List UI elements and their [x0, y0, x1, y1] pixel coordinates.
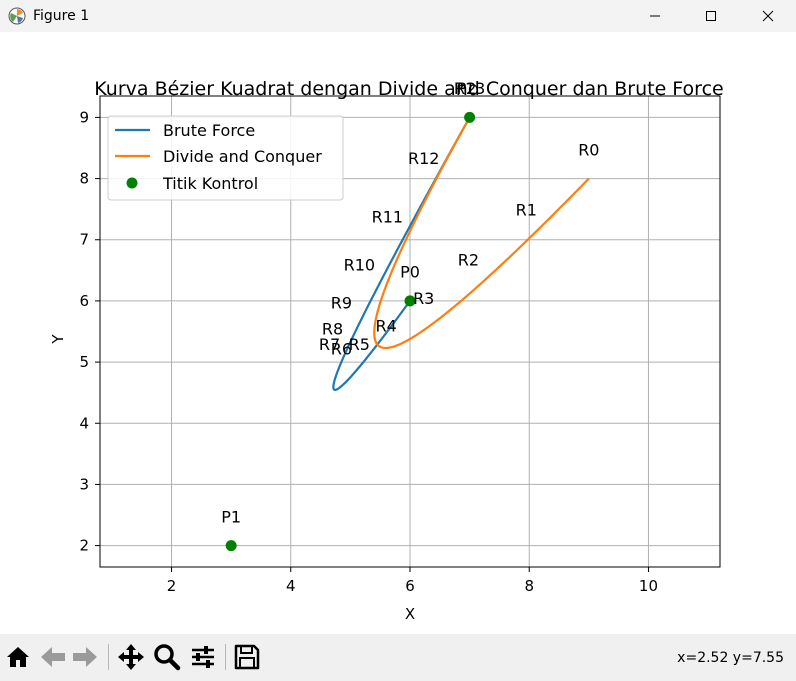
annotation-r1: R1	[516, 200, 537, 219]
annotation-p0: P0	[400, 263, 420, 282]
home-icon	[7, 647, 29, 667]
toolbar-separator	[108, 644, 109, 670]
y-tick-label: 6	[79, 292, 89, 310]
legend-swatch-titik-kontrol	[126, 177, 138, 189]
back-icon	[41, 647, 65, 667]
pan-button[interactable]	[116, 642, 146, 672]
x-tick-label: 6	[405, 577, 415, 595]
y-tick-label: 7	[79, 231, 89, 249]
x-axis-label: X	[405, 605, 415, 623]
maximize-icon	[706, 11, 716, 21]
annotation-r6: R6	[331, 340, 352, 359]
x-tick-label: 8	[524, 577, 534, 595]
annotation-r5: R5	[349, 335, 370, 354]
control-point	[464, 111, 476, 123]
control-point	[404, 295, 416, 307]
figure-canvas[interactable]: R0 R1 R2 R3 R4 R5 R6 R7 R8 R9 R10 R11 R12 R13 P2 P0 P1 2…	[0, 32, 796, 634]
legend-label-divide-and-conquer: Divide and Conquer	[163, 147, 322, 166]
configure-button[interactable]	[188, 642, 218, 672]
annotation-r9: R9	[331, 293, 352, 312]
legend-label-titik-kontrol: Titik Kontrol	[162, 174, 258, 193]
annotation-r3: R3	[413, 289, 434, 308]
y-tick-label: 9	[79, 108, 89, 126]
annotation-r0: R0	[578, 140, 599, 159]
annotation-r2: R2	[458, 250, 479, 269]
y-tick-label: 2	[79, 537, 89, 555]
y-axis-label: Y	[49, 334, 67, 345]
annotation-r11: R11	[372, 208, 403, 227]
toolbar-separator	[225, 644, 226, 670]
annotation-r13: R13	[454, 79, 485, 98]
maximize-button[interactable]	[688, 0, 734, 32]
x-tick-label: 2	[167, 577, 177, 595]
legend: Brute Force Divide and Conquer Titik Kon…	[107, 115, 344, 201]
annotation-r4: R4	[376, 317, 397, 336]
axis-ticks: 2 4 6 8 10 2 3 4 5 6 7 8 9	[79, 108, 658, 595]
annotation-p1: P1	[221, 507, 241, 526]
x-tick-label: 10	[639, 577, 658, 595]
annotation-r8: R8	[322, 320, 343, 339]
zoom-button[interactable]	[152, 642, 182, 672]
matplotlib-logo-icon	[8, 7, 26, 25]
close-icon	[762, 10, 774, 22]
pan-icon	[118, 644, 144, 670]
y-tick-label: 3	[79, 475, 89, 493]
navigation-toolbar: x=2.52 y=7.55	[0, 634, 796, 681]
window-titlebar: Figure 1	[0, 0, 796, 32]
chart-title: Kurva Bézier Kuadrat dengan Divide and C…	[94, 78, 723, 100]
save-icon	[234, 644, 260, 670]
series-line-divide-and-conquer	[373, 116, 590, 350]
annotation-p2: P2	[457, 79, 477, 98]
cursor-coordinates: x=2.52 y=7.55	[677, 650, 784, 666]
close-button[interactable]	[745, 0, 791, 32]
back-button[interactable]	[38, 642, 68, 672]
control-points	[225, 111, 476, 552]
forward-button[interactable]	[70, 642, 100, 672]
legend-label-brute-force: Brute Force	[163, 121, 255, 140]
control-point	[225, 540, 237, 552]
configure-icon	[192, 646, 214, 668]
minimize-button[interactable]	[632, 0, 678, 32]
minimize-icon	[650, 15, 660, 17]
series-line-brute-force	[332, 116, 471, 391]
zoom-icon	[154, 644, 181, 671]
x-tick-label: 4	[286, 577, 296, 595]
home-button[interactable]	[3, 642, 33, 672]
annotation-r7: R7	[319, 335, 340, 354]
legend-box	[107, 115, 344, 201]
save-button[interactable]	[232, 642, 262, 672]
window-title: Figure 1	[33, 8, 90, 24]
y-tick-label: 4	[79, 414, 89, 432]
y-tick-label: 5	[79, 353, 89, 371]
y-tick-label: 8	[79, 170, 89, 188]
annotation-r12: R12	[408, 149, 439, 168]
series-layer	[332, 116, 590, 391]
forward-icon	[73, 647, 97, 667]
annotation-r10: R10	[344, 255, 375, 274]
